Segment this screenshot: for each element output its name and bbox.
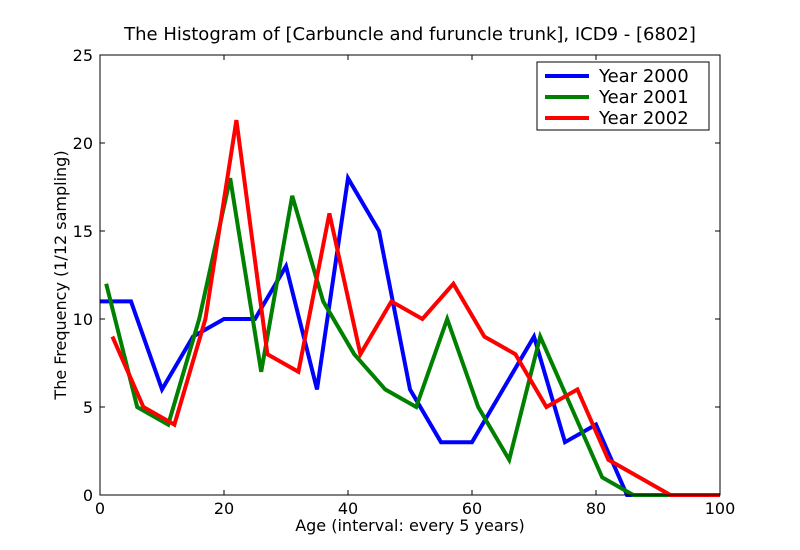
y-tick-label: 20 <box>73 134 93 153</box>
x-tick-label: 100 <box>705 499 736 518</box>
y-tick-label: 5 <box>83 398 93 417</box>
x-tick-label: 0 <box>95 499 105 518</box>
chart-title: The Histogram of [Carbuncle and furuncle… <box>123 24 696 45</box>
legend-label-year-2002: Year 2002 <box>598 108 689 129</box>
legend-label-year-2001: Year 2001 <box>598 87 689 108</box>
series-line-year-2001 <box>104 177 720 497</box>
y-tick-label: 0 <box>83 486 93 505</box>
axes-frame <box>99 54 721 496</box>
y-tick-label: 15 <box>73 222 93 241</box>
x-axis-label: Age (interval: every 5 years) <box>295 516 525 535</box>
y-tick-label: 25 <box>73 46 93 65</box>
x-tick-label: 40 <box>338 499 358 518</box>
x-tick-label: 20 <box>214 499 234 518</box>
series-line-year-2002 <box>110 119 720 497</box>
plot-area: 0 20 40 60 80 100 0 5 10 15 20 25 <box>73 46 736 518</box>
x-tick-label: 60 <box>462 499 482 518</box>
legend-label-year-2000: Year 2000 <box>598 66 689 87</box>
y-axis-label: The Frequency (1/12 sampling) <box>51 150 70 400</box>
x-tick-label: 80 <box>586 499 606 518</box>
y-tick-label: 10 <box>73 310 93 329</box>
